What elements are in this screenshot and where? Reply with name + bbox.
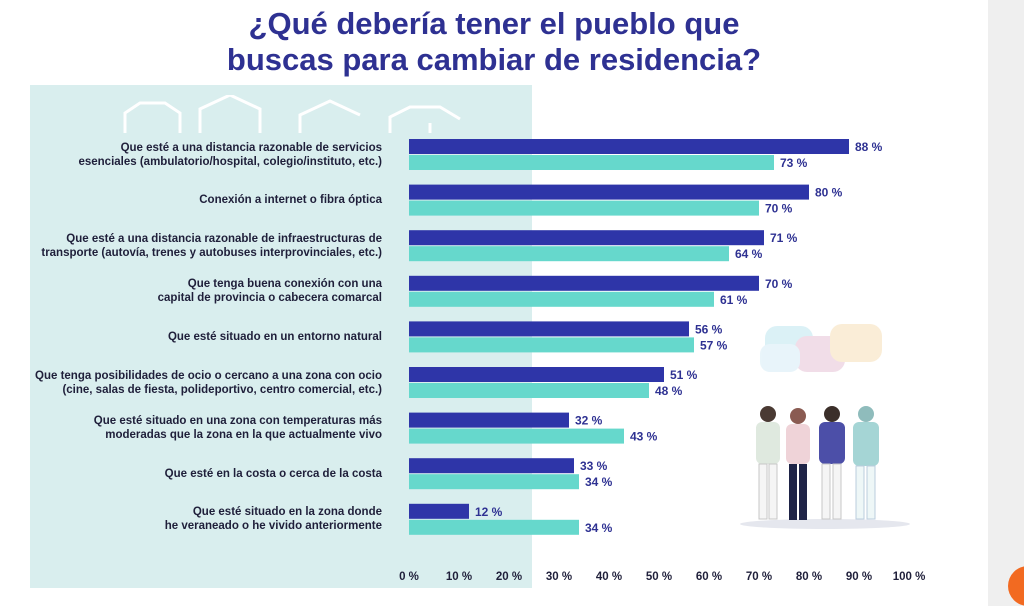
data-label: 88 % <box>855 140 883 154</box>
bar-dark <box>409 184 809 200</box>
category-label: Que esté situado en la zona donde he vera… <box>30 505 382 533</box>
bar-light <box>409 155 774 170</box>
x-tick-label: 40 % <box>596 571 622 583</box>
people-illustration <box>740 324 910 529</box>
data-label: 34 % <box>585 475 613 489</box>
data-label: 64 % <box>735 247 763 261</box>
x-tick-label: 20 % <box>496 571 522 583</box>
title-line-2: buscas para cambiar de residencia? <box>226 42 762 77</box>
floating-action-button[interactable] <box>1008 566 1024 606</box>
bar-dark <box>409 458 574 474</box>
right-scroll-strip <box>988 0 1024 606</box>
x-tick-label: 90 % <box>846 571 872 583</box>
bar-dark <box>409 275 759 291</box>
category-label-line: Que esté a una distancia razonable de in… <box>66 232 382 245</box>
data-label: 51 % <box>670 368 698 382</box>
category-label-line: Que esté situado en una zona con tempera… <box>93 415 382 428</box>
x-tick-label: 100 % <box>893 571 926 583</box>
category-label-line: Que esté en la costa o cerca de la costa <box>164 467 382 480</box>
category-label-line: Que esté a una distancia razonable de se… <box>120 141 382 154</box>
data-label: 43 % <box>630 430 658 444</box>
category-label-line: (cine, salas de fiesta, polideportivo, c… <box>62 383 382 396</box>
bar-dark <box>409 321 689 337</box>
data-label: 32 % <box>575 414 603 428</box>
category-label: Que esté situado en un entorno natural <box>30 330 382 344</box>
category-label: Que esté a una distancia razonable de se… <box>30 141 382 169</box>
data-label: 70 % <box>765 202 793 216</box>
category-label-line: Que esté situado en la zona donde <box>192 506 382 519</box>
bar-light <box>409 246 729 262</box>
bar-light <box>409 474 579 490</box>
data-label: 70 % <box>765 277 793 291</box>
bar-light <box>409 200 759 216</box>
category-label-line: Conexión a internet o fibra óptica <box>199 194 382 207</box>
chart-title: ¿Qué debería tener el pueblo que buscas … <box>0 6 988 78</box>
x-tick-label: 60 % <box>696 571 722 583</box>
category-label: Que esté a una distancia razonable de in… <box>30 232 382 260</box>
data-label: 56 % <box>695 322 723 336</box>
data-label: 71 % <box>770 231 798 245</box>
bar-chart: 88 % 73 % 80 % 70 % 71 % 64 % 70 % 61 % 56 % 57 %… <box>399 139 926 583</box>
x-tick-label: 50 % <box>646 571 672 583</box>
data-label: 73 % <box>780 156 808 170</box>
bar-dark <box>409 503 469 519</box>
category-label-line: transporte (autovía, trenes y autobuses … <box>41 246 382 259</box>
title-line-1: ¿Qué debería tener el pueblo que <box>248 6 740 41</box>
village-skyline-decoration <box>123 95 461 133</box>
category-label: Que tenga posibilidades de ocio o cercan… <box>30 369 382 397</box>
category-label: Que tenga buena conexión con una capital … <box>30 277 382 305</box>
category-label: Que esté situado en una zona con tempera… <box>30 414 382 442</box>
data-label: 12 % <box>475 505 503 519</box>
category-label: Conexión a internet o fibra óptica <box>30 193 382 207</box>
category-label-line: esenciales (ambulatorio/hospital, colegi… <box>78 155 382 168</box>
bar-light <box>409 519 579 535</box>
x-tick-label: 30 % <box>546 571 572 583</box>
data-label: 33 % <box>580 459 608 473</box>
category-label: Que esté en la costa o cerca de la costa <box>30 467 382 481</box>
category-label-line: Que tenga posibilidades de ocio o cercan… <box>35 369 382 382</box>
x-tick-label: 0 % <box>399 571 419 583</box>
data-label: 48 % <box>655 384 683 398</box>
bar-dark <box>409 139 849 154</box>
bar-light <box>409 428 624 444</box>
data-label: 34 % <box>585 521 613 535</box>
x-tick-label: 70 % <box>746 571 772 583</box>
data-label: 80 % <box>815 186 843 200</box>
category-label-line: Que tenga buena conexión con una <box>187 278 382 291</box>
category-label-line: moderadas que la zona en la que actualme… <box>105 429 382 442</box>
bar-dark <box>409 412 569 428</box>
category-label-line: he veraneado o he vivido anteriormente <box>164 520 382 533</box>
x-tick-label: 80 % <box>796 571 822 583</box>
data-label: 57 % <box>700 338 728 352</box>
bar-light <box>409 291 714 307</box>
bar-light <box>409 383 649 398</box>
bar-light <box>409 337 694 353</box>
x-tick-label: 10 % <box>446 571 472 583</box>
category-label-line: capital de provincia o cabecera comarcal <box>157 292 382 305</box>
bar-dark <box>409 230 764 246</box>
category-label-line: Que esté situado en un entorno natural <box>167 330 382 343</box>
bar-dark <box>409 367 664 382</box>
data-label: 61 % <box>720 293 748 307</box>
